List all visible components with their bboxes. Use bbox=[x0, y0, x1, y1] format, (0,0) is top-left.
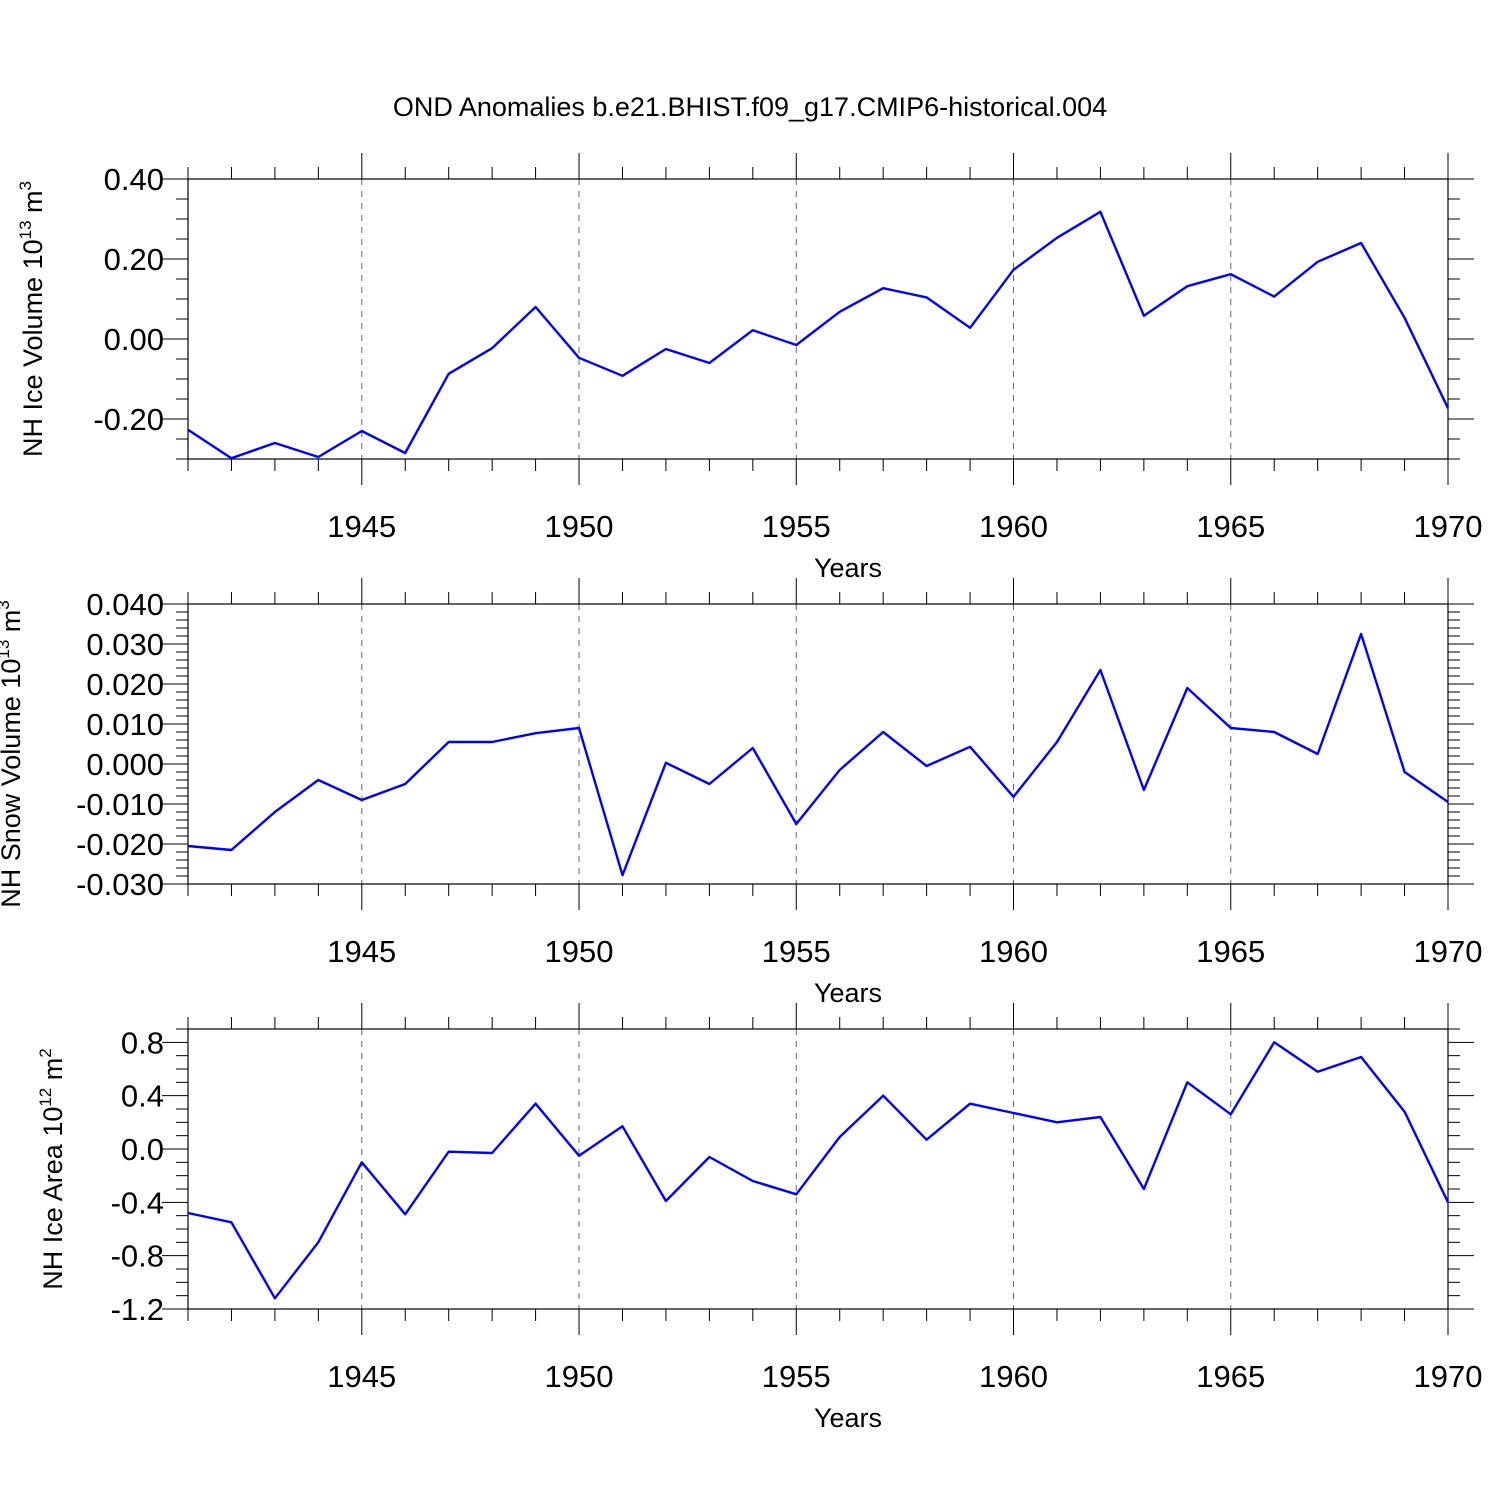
y-axis-label-unit-exponent: 2 bbox=[36, 1048, 55, 1057]
x-tick-label: 1945 bbox=[327, 1359, 396, 1394]
y-tick-label: 0.20 bbox=[104, 242, 164, 277]
x-tick-label: 1970 bbox=[1414, 1359, 1483, 1394]
y-axis-label-exponent: 13 bbox=[16, 220, 35, 239]
y-tick-label: 0.010 bbox=[86, 707, 164, 742]
y-tick-label: 0.8 bbox=[121, 1025, 164, 1060]
y-tick-label: -0.020 bbox=[76, 827, 164, 862]
x-axis-label: Years bbox=[814, 978, 882, 1008]
x-tick-label: 1965 bbox=[1196, 509, 1265, 544]
x-tick-label: 1960 bbox=[979, 509, 1048, 544]
x-tick-label: 1965 bbox=[1196, 1359, 1265, 1394]
chart-panel-1: 1945 1950 1955 1960 1965 1970 Years -0.20 0.00 0.… bbox=[16, 153, 1482, 583]
series-line-nh-ice-volume bbox=[187, 210, 1450, 460]
y-tick-label: -0.20 bbox=[93, 402, 164, 437]
x-tick-label: 1950 bbox=[545, 509, 614, 544]
y-axis-label-unit: m bbox=[18, 190, 48, 220]
x-tick-label: 1945 bbox=[327, 934, 396, 969]
y-axis-label-unit-exponent: 3 bbox=[16, 181, 35, 190]
plot-frame bbox=[187, 603, 1449, 885]
y-tick-label: 0.030 bbox=[86, 627, 164, 662]
x-axis-label: Years bbox=[814, 1403, 882, 1433]
y-tick-label: -0.010 bbox=[76, 787, 164, 822]
y-tick-label: -0.4 bbox=[111, 1185, 164, 1220]
y-axis-label-text: NH Ice Volume 10 bbox=[18, 239, 48, 457]
x-tick-label: 1955 bbox=[762, 509, 831, 544]
y-tick-label: 0.00 bbox=[104, 322, 164, 357]
y-axis-label-text: NH Ice Area 10 bbox=[38, 1107, 68, 1290]
y-tick-label: 0.040 bbox=[86, 587, 164, 622]
x-tick-label: 1970 bbox=[1414, 509, 1483, 544]
chart-panel-3: 1945 1950 1955 1960 1965 1970 Years -1.2 -0.8 -0.… bbox=[36, 1003, 1482, 1433]
y-tick-label: 0.40 bbox=[104, 162, 164, 197]
chart-panel-2: 1945 1950 1955 1960 1965 1970 Years -0.030 -0.02… bbox=[0, 578, 1482, 1008]
y-axis-label-exponent: 12 bbox=[36, 1088, 55, 1107]
plot-frame bbox=[187, 1028, 1449, 1310]
x-tick-label: 1960 bbox=[979, 934, 1048, 969]
figure-title: OND Anomalies b.e21.BHIST.f09_g17.CMIP6-… bbox=[393, 92, 1107, 122]
y-tick-label: 0.0 bbox=[121, 1132, 164, 1167]
y-axis-label: NH Ice Area 1012 m2 bbox=[36, 1048, 68, 1289]
y-axis-label-unit-exponent: 3 bbox=[0, 600, 13, 609]
y-tick-label: -0.030 bbox=[76, 867, 164, 902]
y-tick-label: 0.020 bbox=[86, 667, 164, 702]
x-tick-label: 1945 bbox=[327, 509, 396, 544]
x-tick-label: 1955 bbox=[762, 1359, 831, 1394]
x-tick-label: 1965 bbox=[1196, 934, 1265, 969]
x-axis-label: Years bbox=[814, 553, 882, 583]
x-tick-label: 1950 bbox=[545, 934, 614, 969]
y-tick-label: -1.2 bbox=[111, 1292, 164, 1327]
x-tick-label: 1955 bbox=[762, 934, 831, 969]
series-line-nh-snow-volume bbox=[187, 632, 1449, 877]
y-axis-label-unit: m bbox=[0, 610, 26, 640]
y-axis-label: NH Ice Volume 1013 m3 bbox=[16, 181, 48, 457]
x-tick-label: 1950 bbox=[545, 1359, 614, 1394]
y-tick-label: 0.4 bbox=[121, 1079, 164, 1114]
y-axis-label: NH Snow Volume 1013 m3 bbox=[0, 600, 26, 908]
x-tick-label: 1960 bbox=[979, 1359, 1048, 1394]
y-axis-label-text: NH Snow Volume 10 bbox=[0, 659, 26, 908]
y-axis-label-exponent: 13 bbox=[0, 640, 13, 659]
y-tick-label: 0.000 bbox=[86, 747, 164, 782]
x-tick-label: 1970 bbox=[1414, 934, 1483, 969]
series-line-nh-ice-area bbox=[187, 1041, 1450, 1300]
y-axis-label-unit: m bbox=[38, 1058, 68, 1088]
y-tick-label: -0.8 bbox=[111, 1239, 164, 1274]
